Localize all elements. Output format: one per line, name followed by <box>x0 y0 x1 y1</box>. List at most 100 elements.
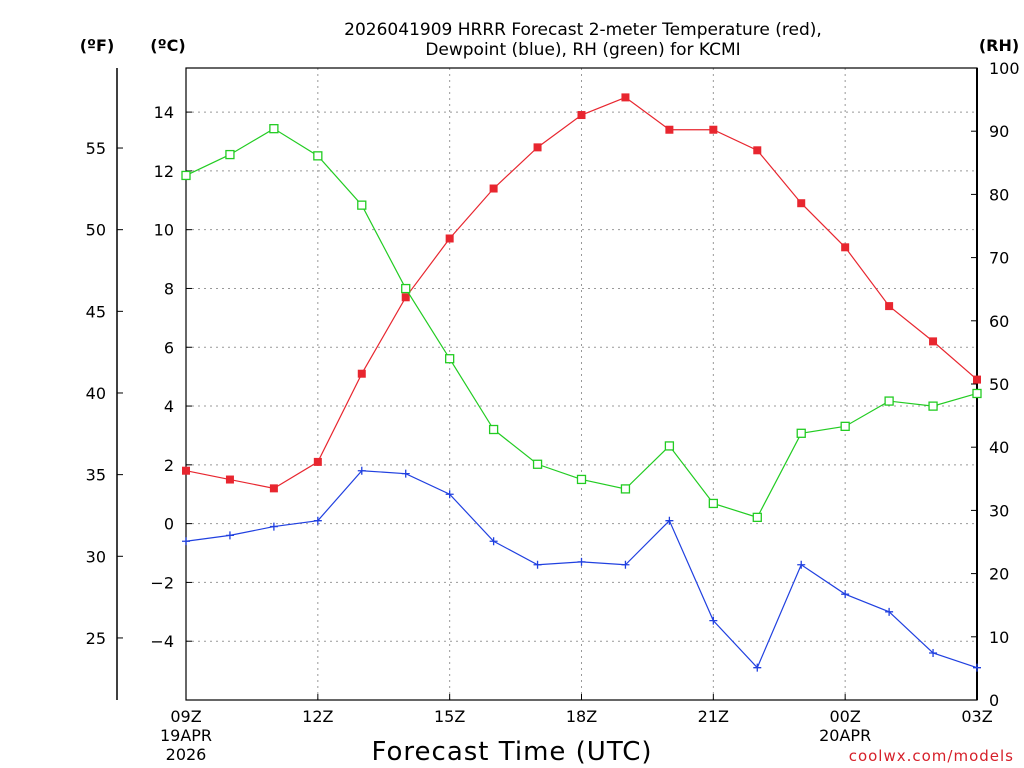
temperature-point <box>269 484 278 493</box>
celsius-unit-label: (ºC) <box>150 36 185 55</box>
celsius-tick-label: 4 <box>164 397 174 416</box>
rh-tick-label: 100 <box>989 59 1020 78</box>
gridlines <box>186 68 977 700</box>
temperature-point <box>577 111 586 120</box>
dewpoint-point <box>182 537 190 546</box>
rh-point <box>181 170 191 181</box>
fahrenheit-tick-label: 45 <box>86 302 106 321</box>
temperature-point <box>313 457 322 466</box>
axes: 14121086420−2−45550454035302510090807060… <box>86 59 1020 764</box>
rh-point <box>532 459 543 469</box>
dewpoint-point <box>577 557 586 566</box>
dewpoint-series <box>182 466 981 672</box>
dewpoint-point <box>621 560 630 569</box>
dewpoint-point <box>709 616 718 625</box>
rh-point <box>357 200 367 210</box>
dewpoint-point <box>929 648 938 657</box>
x-tick-label: 15Z <box>434 707 465 726</box>
temperature-point <box>797 199 806 208</box>
temperature-point <box>841 243 850 252</box>
rh-tick-label: 10 <box>989 628 1009 647</box>
dewpoint-point <box>401 469 410 478</box>
rh-tick-label: 60 <box>989 312 1009 331</box>
x-tick-label: 00Z <box>830 707 861 726</box>
dewpoint-point <box>225 531 234 540</box>
temperature-point <box>401 293 410 302</box>
celsius-tick-label: 2 <box>164 456 174 475</box>
x-tick-label: 12Z <box>302 707 333 726</box>
dewpoint-point <box>841 590 850 599</box>
x-tick-year: 2026 <box>166 745 207 764</box>
rh-tick-label: 90 <box>989 122 1009 141</box>
temperature-series <box>182 93 981 493</box>
fahrenheit-tick-label: 50 <box>86 221 106 240</box>
celsius-tick-label: 10 <box>154 221 174 240</box>
celsius-tick-label: 14 <box>154 103 174 122</box>
celsius-tick-label: 0 <box>164 515 174 534</box>
celsius-tick-label: −4 <box>150 632 174 651</box>
data-series <box>181 93 982 672</box>
celsius-tick-label: −2 <box>150 573 174 592</box>
plot-frame <box>185 67 978 701</box>
rh-tick-label: 80 <box>989 185 1009 204</box>
dewpoint-point <box>885 607 894 616</box>
x-tick-label: 21Z <box>698 707 729 726</box>
dewpoint-point <box>489 537 498 546</box>
x-tick-label: 18Z <box>566 707 597 726</box>
temperature-point <box>621 93 630 102</box>
rh-point <box>708 498 718 509</box>
temperature-point <box>709 125 718 134</box>
temperature-point <box>885 302 894 311</box>
rh-point <box>972 388 982 399</box>
fahrenheit-unit-label: (ºF) <box>80 36 115 55</box>
celsius-tick-label: 6 <box>164 338 174 357</box>
rh-point <box>445 354 455 364</box>
temperature-point <box>225 475 234 484</box>
rh-series <box>181 124 982 523</box>
temperature-point <box>445 234 454 243</box>
dewpoint-point <box>665 516 674 525</box>
rh-tick-label: 20 <box>989 565 1009 584</box>
rh-point <box>928 401 938 411</box>
rh-point <box>313 151 323 161</box>
rh-point <box>488 424 499 435</box>
dewpoint-point <box>533 560 542 569</box>
x-tick-date: 19APR <box>160 726 212 745</box>
x-tick-date: 20APR <box>819 726 871 745</box>
fahrenheit-tick-label: 35 <box>86 466 106 485</box>
temperature-point <box>973 375 981 384</box>
temperature-point <box>357 369 366 378</box>
chart-title-line2: Dewpoint (blue), RH (green) for KCMI <box>425 40 740 60</box>
rh-tick-label: 40 <box>989 438 1009 457</box>
rh-tick-label: 70 <box>989 249 1009 268</box>
dewpoint-point <box>269 522 278 531</box>
fahrenheit-tick-label: 55 <box>86 139 106 158</box>
source-credit: coolwx.com/models <box>849 747 1014 765</box>
dewpoint-point <box>313 516 322 525</box>
rh-tick-label: 0 <box>989 691 999 710</box>
celsius-tick-label: 12 <box>154 162 174 181</box>
temperature-point <box>533 143 542 152</box>
fahrenheit-tick-label: 30 <box>86 547 106 566</box>
rh-point <box>884 396 894 406</box>
temperature-point <box>182 466 190 475</box>
rh-point <box>796 428 806 438</box>
rh-point <box>620 484 631 494</box>
rh-point <box>576 474 587 485</box>
rh-tick-label: 30 <box>989 501 1009 520</box>
rh-tick-label: 50 <box>989 375 1009 394</box>
dewpoint-point <box>753 663 762 672</box>
rh-point <box>752 512 762 523</box>
rh-point <box>401 283 411 294</box>
rh-point <box>269 124 279 134</box>
x-axis-label: Forecast Time (UTC) <box>371 737 652 767</box>
fahrenheit-tick-label: 25 <box>86 629 106 648</box>
dewpoint-point <box>797 560 806 569</box>
dewpoint-point <box>445 490 454 499</box>
temperature-point <box>753 146 762 155</box>
dewpoint-point <box>973 663 981 672</box>
temperature-point <box>665 125 674 134</box>
temperature-point <box>489 184 498 193</box>
dewpoint-point <box>357 466 366 475</box>
rh-point <box>664 441 675 451</box>
